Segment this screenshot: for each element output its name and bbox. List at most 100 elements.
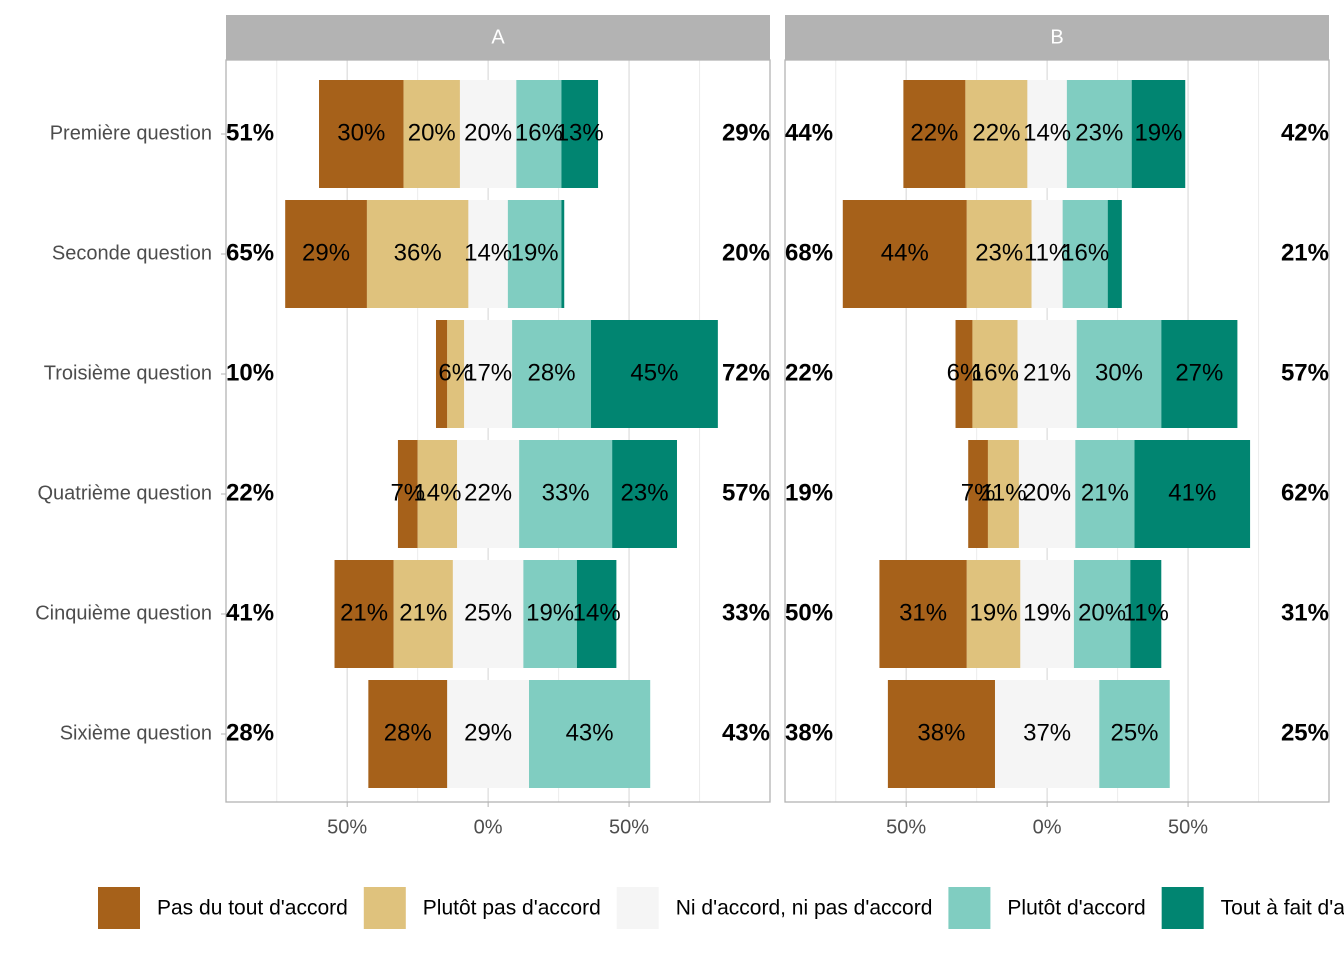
legend-swatch <box>363 887 406 929</box>
bar-segment <box>1027 80 1067 188</box>
value-label: 7% <box>961 479 996 506</box>
bar-segment <box>459 80 517 188</box>
bar-segment <box>457 440 520 548</box>
left-total-label: 28% <box>226 719 274 746</box>
value-label: 19% <box>970 599 1018 626</box>
right-total-label: 72% <box>722 359 770 386</box>
bar-segment <box>1017 320 1077 428</box>
value-label: 23% <box>1075 119 1123 146</box>
bar-segment <box>1020 560 1074 668</box>
value-label: 37% <box>1023 719 1071 746</box>
right-total-label: 42% <box>1281 119 1329 146</box>
right-total-label: 21% <box>1281 239 1329 266</box>
value-label: 36% <box>394 239 442 266</box>
legend-swatch <box>1161 887 1204 929</box>
bar-segment <box>1018 440 1076 548</box>
value-label: 16% <box>1061 239 1109 266</box>
value-label: 44% <box>881 239 929 266</box>
value-label: 21% <box>399 599 447 626</box>
bar-segment <box>965 80 1028 188</box>
bar-segment <box>319 80 404 188</box>
bar-segment <box>507 200 562 308</box>
bar-segment <box>403 80 460 188</box>
x-tick-label: 50% <box>1168 816 1208 838</box>
bar-segment <box>1076 320 1162 428</box>
left-total-label: 41% <box>226 599 274 626</box>
right-total-label: 43% <box>722 719 770 746</box>
bar-segment <box>987 440 1019 548</box>
value-label: 20% <box>464 119 512 146</box>
strip-label: A <box>491 26 505 48</box>
value-label: 14% <box>413 479 461 506</box>
panel-border <box>225 59 771 803</box>
value-label: 20% <box>1023 479 1071 506</box>
strip <box>785 15 1329 60</box>
left-total-label: 51% <box>226 119 274 146</box>
value-label: 11% <box>980 479 1026 506</box>
value-label: 22% <box>910 119 958 146</box>
y-tick-label: Seconde question <box>52 242 212 264</box>
legend-swatch <box>948 887 991 929</box>
bar-segment <box>512 320 592 428</box>
bar-segment <box>447 320 465 428</box>
bar-segment <box>366 200 469 308</box>
bar-segment <box>1062 200 1108 308</box>
value-label: 19% <box>1023 599 1071 626</box>
bar-segment <box>1107 200 1122 308</box>
legend-label: Plutôt pas d'accord <box>423 897 601 920</box>
value-label: 6% <box>947 359 982 386</box>
panel-border <box>784 59 1330 803</box>
y-tick-label: Cinquième question <box>35 602 212 624</box>
value-label: 29% <box>464 719 512 746</box>
left-total-label: 65% <box>226 239 274 266</box>
bar-segment <box>1134 440 1251 548</box>
value-label: 14% <box>1023 119 1071 146</box>
bar-segment <box>285 200 367 308</box>
bar-segment <box>368 680 448 788</box>
value-label: 16% <box>515 119 563 146</box>
bar-segment <box>1031 200 1063 308</box>
value-label: 19% <box>526 599 574 626</box>
y-tick-label: Première question <box>50 122 212 144</box>
right-total-label: 33% <box>722 599 770 626</box>
bar-segment <box>591 320 718 428</box>
x-tick-label: 50% <box>609 816 649 838</box>
left-total-label: 22% <box>226 479 274 506</box>
x-tick-label: 50% <box>886 816 926 838</box>
bar-segment <box>561 200 565 308</box>
bar-segment <box>1073 560 1131 668</box>
value-label: 21% <box>340 599 388 626</box>
right-total-label: 57% <box>1281 359 1329 386</box>
value-label: 28% <box>384 719 432 746</box>
right-total-label: 57% <box>722 479 770 506</box>
value-label: 21% <box>1023 359 1071 386</box>
strip-label: B <box>1050 26 1063 48</box>
bar-segment <box>955 320 973 428</box>
legend-label: Ni d'accord, ni pas d'accord <box>676 897 933 920</box>
y-tick-label: Quatrième question <box>37 482 212 504</box>
bar-segment <box>966 560 1021 668</box>
value-label: 30% <box>337 119 385 146</box>
bar-segment <box>994 680 1100 788</box>
bar-segment <box>842 200 967 308</box>
value-label: 43% <box>566 719 614 746</box>
value-label: 23% <box>975 239 1023 266</box>
left-total-label: 10% <box>226 359 274 386</box>
bar-segment <box>468 200 508 308</box>
y-tick-label: Sixième question <box>60 722 212 744</box>
left-total-label: 68% <box>785 239 833 266</box>
bar-segment <box>452 560 524 668</box>
value-label: 45% <box>630 359 678 386</box>
bar-segment <box>519 440 613 548</box>
value-label: 22% <box>972 119 1020 146</box>
right-total-label: 20% <box>722 239 770 266</box>
value-label: 17% <box>464 359 512 386</box>
bar-segment <box>397 440 418 548</box>
bar-segment <box>1131 80 1186 188</box>
right-total-label: 62% <box>1281 479 1329 506</box>
value-label: 23% <box>621 479 669 506</box>
legend-label: Plutôt d'accord <box>1007 897 1145 920</box>
bar-segment <box>1161 320 1238 428</box>
right-total-label: 29% <box>722 119 770 146</box>
